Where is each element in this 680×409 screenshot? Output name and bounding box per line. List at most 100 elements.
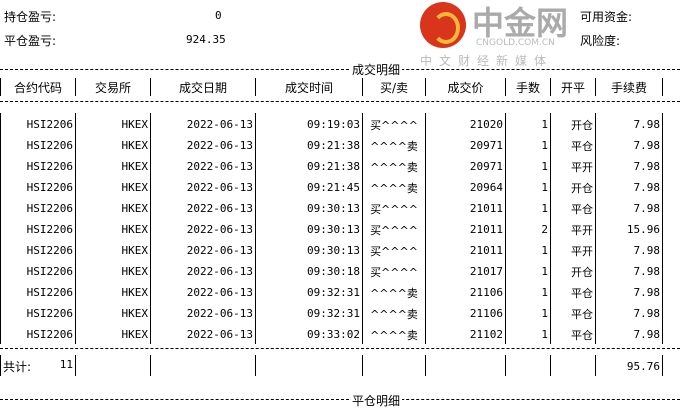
cell-price: 21011 <box>425 239 506 260</box>
header-trade-time[interactable]: 成交时间 <box>255 78 363 96</box>
cell-lots: 1 <box>505 302 551 323</box>
cell-price: 20964 <box>425 176 506 197</box>
cell-contract-code: HSI2206 <box>0 281 76 302</box>
cell-direction: 买^^^^ <box>362 218 426 239</box>
hold-pl-label: 持仓盈亏: <box>4 10 57 24</box>
table-row[interactable]: HSI2206 HKEX 2022-06-13 09:30:13 买^^^^ 21011 1… <box>0 197 663 218</box>
cell-open-close: 开仓 <box>550 260 596 281</box>
cell-trade-date: 2022-06-13 <box>150 197 256 218</box>
table-row[interactable]: HSI2206 HKEX 2022-06-13 09:21:45 ^^^^卖 20964 1… <box>0 176 663 197</box>
cell-contract-code: HSI2206 <box>0 176 76 197</box>
total-count: 11 <box>59 358 73 371</box>
table-row[interactable]: HSI2206 HKEX 2022-06-13 09:30:13 买^^^^ 21011 1… <box>0 239 663 260</box>
header-price[interactable]: 成交价 <box>425 78 506 96</box>
cell-open-close: 平仓 <box>550 134 596 155</box>
table-row[interactable]: HSI2206 HKEX 2022-06-13 09:32:31 ^^^^卖 21106 1… <box>0 302 663 323</box>
cell-price: 20971 <box>425 134 506 155</box>
cell-exchange: HKEX <box>75 176 151 197</box>
cell-open-close: 平开 <box>550 155 596 176</box>
cell-fee: 7.98 <box>595 323 663 344</box>
cell-exchange: HKEX <box>75 260 151 281</box>
cell-lots: 1 <box>505 134 551 155</box>
cell-contract-code: HSI2206 <box>0 260 76 281</box>
cell-trade-date: 2022-06-13 <box>150 113 256 134</box>
table-row[interactable]: HSI2206 HKEX 2022-06-13 09:30:18 买^^^^ 21017 1… <box>0 260 663 281</box>
table-row[interactable]: HSI2206 HKEX 2022-06-13 09:32:31 ^^^^卖 21106 1… <box>0 281 663 302</box>
watermark-brand: 中金网 <box>472 4 569 42</box>
cell-fee: 7.98 <box>595 113 663 134</box>
table-row[interactable]: HSI2206 HKEX 2022-06-13 09:21:38 ^^^^卖 20971 1… <box>0 134 663 155</box>
cell-exchange: HKEX <box>75 302 151 323</box>
header-exchange[interactable]: 交易所 <box>75 78 151 96</box>
cell-trade-time: 09:32:31 <box>255 302 363 323</box>
cell-lots: 2 <box>505 218 551 239</box>
cell-contract-code: HSI2206 <box>0 218 76 239</box>
cell-price: 21102 <box>425 323 506 344</box>
cell-direction: ^^^^卖 <box>362 323 426 344</box>
cell-open-close: 平仓 <box>550 197 596 218</box>
cell-exchange: HKEX <box>75 113 151 134</box>
cell-direction: ^^^^卖 <box>362 155 426 176</box>
header-contract-code[interactable]: 合约代码 <box>0 78 76 96</box>
cell-trade-time: 09:21:38 <box>255 134 363 155</box>
cell-price: 21106 <box>425 281 506 302</box>
cell-open-close: 平开 <box>550 239 596 260</box>
cell-exchange: HKEX <box>75 281 151 302</box>
cell-trade-date: 2022-06-13 <box>150 134 256 155</box>
table-row[interactable]: HSI2206 HKEX 2022-06-13 09:19:03 买^^^^ 21020 1… <box>0 113 663 134</box>
close-pl-label: 平仓盈亏: <box>4 34 57 48</box>
table-row[interactable]: HSI2206 HKEX 2022-06-13 09:33:02 ^^^^卖 21102 1… <box>0 323 663 344</box>
cell-direction: 买^^^^ <box>362 260 426 281</box>
cell-fee: 7.98 <box>595 155 663 176</box>
cell-trade-date: 2022-06-13 <box>150 218 256 239</box>
header-open-close[interactable]: 开平 <box>550 78 596 96</box>
cell-exchange: HKEX <box>75 239 151 260</box>
cell-exchange: HKEX <box>75 323 151 344</box>
table-row[interactable]: HSI2206 HKEX 2022-06-13 09:21:38 ^^^^卖 20971 1… <box>0 155 663 176</box>
cell-price: 21020 <box>425 113 506 134</box>
hold-pl-value: 0 <box>215 9 222 22</box>
header-lots[interactable]: 手数 <box>505 78 551 96</box>
cell-contract-code: HSI2206 <box>0 302 76 323</box>
cell-contract-code: HSI2206 <box>0 134 76 155</box>
cell-trade-date: 2022-06-13 <box>150 281 256 302</box>
header-trade-date[interactable]: 成交日期 <box>150 78 256 96</box>
cell-open-close: 平仓 <box>550 302 596 323</box>
cell-open-close: 开仓 <box>550 113 596 134</box>
cell-open-close: 平开 <box>550 218 596 239</box>
cell-trade-time: 09:30:18 <box>255 260 363 281</box>
cell-fee: 7.98 <box>595 281 663 302</box>
cell-trade-time: 09:21:38 <box>255 155 363 176</box>
cell-trade-time: 09:21:45 <box>255 176 363 197</box>
divider <box>0 69 680 70</box>
close-detail-title: 平仓明细 <box>350 392 403 409</box>
cell-trade-time: 09:33:02 <box>255 323 363 344</box>
cell-contract-code: HSI2206 <box>0 239 76 260</box>
cell-fee: 7.98 <box>595 176 663 197</box>
cell-trade-time: 09:30:13 <box>255 197 363 218</box>
cell-lots: 1 <box>505 176 551 197</box>
close-pl-value: 924.35 <box>186 33 226 46</box>
cell-contract-code: HSI2206 <box>0 155 76 176</box>
cell-price: 21106 <box>425 302 506 323</box>
cell-lots: 1 <box>505 113 551 134</box>
cell-open-close: 开仓 <box>550 176 596 197</box>
cell-fee: 15.96 <box>595 218 663 239</box>
cell-open-close: 平仓 <box>550 323 596 344</box>
cell-fee: 7.98 <box>595 239 663 260</box>
divider <box>0 101 680 102</box>
cell-trade-date: 2022-06-13 <box>150 302 256 323</box>
cell-lots: 1 <box>505 260 551 281</box>
cell-contract-code: HSI2206 <box>0 113 76 134</box>
table-row[interactable]: HSI2206 HKEX 2022-06-13 09:30:13 买^^^^ 21011 2… <box>0 218 663 239</box>
header-fee[interactable]: 手续费 <box>595 78 663 96</box>
cell-exchange: HKEX <box>75 218 151 239</box>
cell-trade-date: 2022-06-13 <box>150 176 256 197</box>
divider <box>0 348 680 349</box>
cell-lots: 1 <box>505 323 551 344</box>
cell-exchange: HKEX <box>75 155 151 176</box>
cell-price: 21011 <box>425 218 506 239</box>
cell-direction: ^^^^卖 <box>362 134 426 155</box>
header-direction[interactable]: 买/卖 <box>362 78 426 96</box>
cell-fee: 7.98 <box>595 302 663 323</box>
